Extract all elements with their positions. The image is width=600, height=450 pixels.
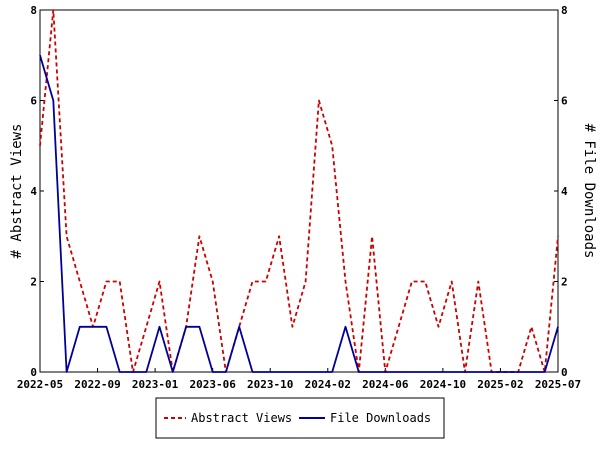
y-tick-label-left: 2 xyxy=(30,276,37,289)
legend: Abstract Views File Downloads xyxy=(155,397,445,439)
y-tick-label-left: 4 xyxy=(30,185,37,198)
legend-label-file-downloads: File Downloads xyxy=(330,411,431,425)
plot-frame xyxy=(39,9,559,373)
y-tick-label-left: 0 xyxy=(30,366,37,379)
y-tick-label-left: 8 xyxy=(30,4,37,17)
x-tick-label: 2023-01 xyxy=(132,378,179,391)
y-axis-title-left: # Abstract Views xyxy=(9,124,25,259)
y-tick-label-right: 6 xyxy=(561,95,568,108)
x-tick-label: 2025-07 xyxy=(535,378,581,391)
x-tick-label: 2023-06 xyxy=(189,378,236,391)
y-tick-label-left: 6 xyxy=(30,95,37,108)
legend-label-abstract-views: Abstract Views xyxy=(191,411,292,425)
x-tick-label: 2025-02 xyxy=(477,378,523,391)
x-tick-label: 2024-02 xyxy=(305,378,351,391)
x-tick-label: 2024-10 xyxy=(420,378,466,391)
x-tick-label: 2024-06 xyxy=(362,378,409,391)
y-axis-title-right: # File Downloads xyxy=(581,124,597,259)
y-tick-label-right: 2 xyxy=(561,276,568,289)
y-tick-label-right: 4 xyxy=(561,185,568,198)
x-tick-label: 2022-09 xyxy=(74,378,120,391)
y-tick-label-right: 0 xyxy=(561,366,568,379)
x-tick-label: 2023-10 xyxy=(247,378,293,391)
x-tick-label: 2022-05 xyxy=(17,378,63,391)
series-line-file-downloads xyxy=(39,55,559,373)
series-line-abstract-views xyxy=(39,9,559,373)
y-tick-label-right: 8 xyxy=(561,4,568,17)
